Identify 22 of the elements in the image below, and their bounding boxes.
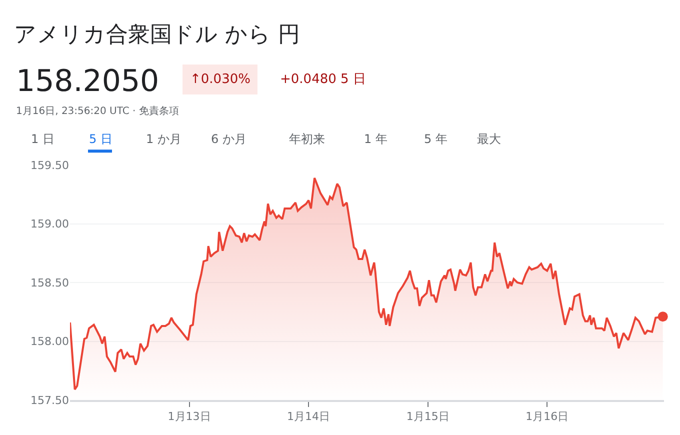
text: +0.0480 5 日 (280, 72, 366, 87)
x-tick-label: 1月16日 (526, 410, 569, 424)
y-tick-label: 159.50 (30, 158, 69, 172)
y-tick-label: 159.00 (30, 218, 69, 231)
x-tick-label: 1月15日 (406, 410, 450, 424)
y-tick-label: 158.50 (30, 276, 69, 290)
text: 1 日 (31, 132, 54, 146)
text: 1 年 (364, 132, 388, 146)
text: 最大 (477, 132, 501, 146)
y-tick-label: 158.00 (30, 335, 69, 348)
x-tick-label: 1月14日 (287, 410, 330, 424)
text: 158.2050 (16, 64, 160, 99)
text: 5 年 (424, 132, 448, 146)
y-tick-label: 157.50 (30, 394, 69, 407)
x-tick-label: 1月13日 (168, 410, 211, 424)
text: 5 日 (89, 132, 112, 146)
text: 年初来 (289, 132, 325, 146)
text: 1月16日, 23:56:20 UTC · 免責条項 (16, 105, 179, 117)
chart-title: アメリカ合衆国ドル から 円 (14, 22, 300, 48)
text: 6 か月 (211, 132, 246, 146)
text: ↑0.030% (190, 72, 250, 87)
text: 1 か月 (146, 132, 182, 146)
